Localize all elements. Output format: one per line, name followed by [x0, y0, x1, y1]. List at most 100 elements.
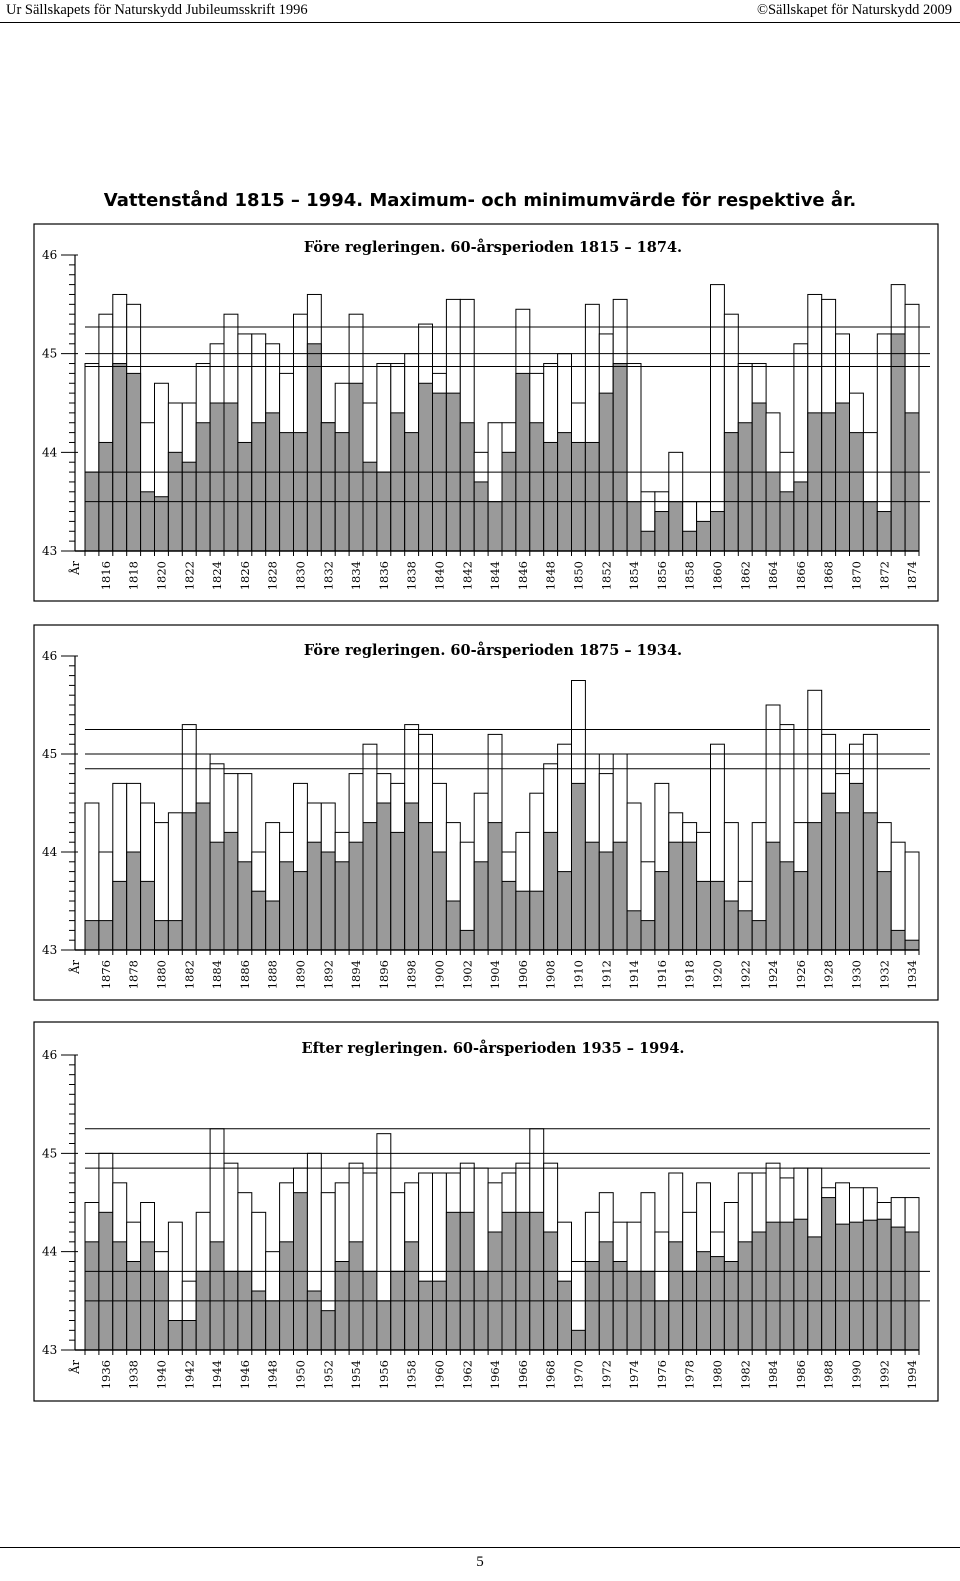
- x-tick-label: 1898: [405, 960, 419, 989]
- x-tick-label: 1818: [127, 561, 141, 590]
- bar-min: [376, 1300, 392, 1351]
- y-tick-label: 46: [42, 248, 57, 262]
- bar-min: [821, 792, 837, 951]
- x-tick-label: 1886: [238, 960, 252, 989]
- x-tick-label: 1938: [127, 1360, 141, 1389]
- bar-min: [835, 1223, 850, 1351]
- bar-min: [876, 1218, 892, 1351]
- x-tick-label: 1984: [766, 1360, 780, 1389]
- bar-min: [181, 1320, 197, 1351]
- x-tick-label: 1912: [599, 960, 613, 989]
- x-tick-label: 1842: [460, 561, 474, 590]
- x-tick-label: 1872: [877, 561, 891, 590]
- x-tick-label: 1992: [877, 1360, 891, 1389]
- bar-min: [654, 1300, 670, 1351]
- bar-min: [515, 890, 531, 951]
- bar-min: [418, 822, 434, 951]
- bar-min: [793, 871, 809, 951]
- x-tick-label: 1888: [266, 960, 280, 989]
- bar-min: [209, 402, 225, 552]
- bar-min: [223, 1270, 239, 1351]
- bar-min: [904, 1231, 920, 1351]
- bar-min: [668, 1241, 684, 1351]
- bar-min: [390, 1270, 406, 1351]
- x-tick-label: 1950: [293, 1360, 307, 1389]
- x-tick-label: 1892: [321, 960, 335, 989]
- bar-min: [348, 382, 364, 552]
- x-tick-label: 1830: [293, 561, 307, 590]
- bar-min: [807, 1236, 823, 1351]
- bar-min: [293, 432, 308, 552]
- bar-min: [751, 920, 767, 951]
- bar-min: [84, 471, 100, 552]
- bar-min: [348, 1241, 364, 1351]
- x-tick-label: 1874: [905, 561, 919, 590]
- x-tick-label: 1852: [599, 561, 613, 590]
- x-tick-label: 1986: [794, 1360, 808, 1389]
- y-tick-label: 43: [42, 544, 57, 558]
- x-tick-label: 1934: [905, 960, 919, 989]
- x-tick-label: 1858: [683, 561, 697, 590]
- bar-min: [515, 372, 531, 552]
- bar-min: [473, 1270, 489, 1351]
- bar-min: [876, 871, 892, 951]
- bar-min: [140, 880, 156, 951]
- x-tick-label: 1982: [738, 1360, 752, 1389]
- bar-min: [696, 520, 711, 552]
- bar-min: [668, 501, 684, 552]
- bar-min: [584, 841, 600, 951]
- x-tick-label: 1900: [432, 960, 446, 989]
- chart-panel-2: Före regleringen. 60-årsperioden 1875 – …: [33, 624, 939, 1001]
- bar-min: [265, 412, 281, 552]
- bar-min: [807, 412, 823, 552]
- bar-min: [557, 871, 572, 951]
- bar-min: [432, 1280, 447, 1351]
- bar-min: [779, 1221, 795, 1351]
- x-tick-label: 1980: [710, 1360, 724, 1389]
- bar-min: [445, 900, 461, 951]
- bar-min: [543, 1231, 559, 1351]
- bar-min: [598, 851, 614, 951]
- bar-min: [821, 412, 837, 552]
- bar-min: [181, 461, 197, 552]
- bar-min: [529, 890, 545, 951]
- x-tick-label: 1940: [154, 1360, 168, 1389]
- bar-min: [404, 432, 420, 552]
- bar-min: [404, 802, 420, 951]
- x-tick-label: 1958: [405, 1360, 419, 1389]
- x-tick-label: 1990: [849, 1360, 863, 1389]
- bar-min: [501, 880, 517, 951]
- x-tick-label: 1926: [794, 960, 808, 989]
- x-tick-label: 1890: [293, 960, 307, 989]
- x-tick-label: 1880: [154, 960, 168, 989]
- panel-frame: [33, 1021, 939, 1402]
- x-tick-label: 1942: [182, 1360, 196, 1389]
- chart-panel-3: Efter regleringen. 60-årsperioden 1935 –…: [33, 1021, 939, 1402]
- bar-min: [543, 441, 559, 552]
- x-tick-label: 1894: [349, 960, 363, 989]
- bar-min: [334, 432, 350, 552]
- y-tick-label: 46: [42, 1048, 57, 1062]
- bar-min: [320, 1310, 336, 1351]
- bar-min: [487, 501, 503, 552]
- bar-min: [334, 861, 350, 951]
- bar-min: [140, 1241, 156, 1351]
- bar-min: [98, 441, 114, 552]
- x-tick-label: 1922: [738, 960, 752, 989]
- x-tick-label: 1920: [710, 960, 724, 989]
- bar-min: [459, 929, 475, 951]
- bar-min: [529, 1211, 545, 1351]
- bar-min: [557, 1280, 572, 1351]
- bar-min: [640, 1270, 656, 1351]
- bar-min: [626, 1270, 642, 1351]
- x-tick-label: 1838: [405, 561, 419, 590]
- bar-min: [126, 851, 142, 951]
- bar-min: [612, 1261, 628, 1351]
- bar-max: [904, 851, 920, 951]
- bar-min: [320, 851, 336, 951]
- bar-min: [668, 841, 684, 951]
- y-tick-label: 43: [42, 1343, 57, 1357]
- x-tick-label: 1832: [321, 561, 335, 590]
- x-axis-title: År: [68, 1360, 82, 1375]
- x-tick-label: 1976: [655, 1360, 669, 1389]
